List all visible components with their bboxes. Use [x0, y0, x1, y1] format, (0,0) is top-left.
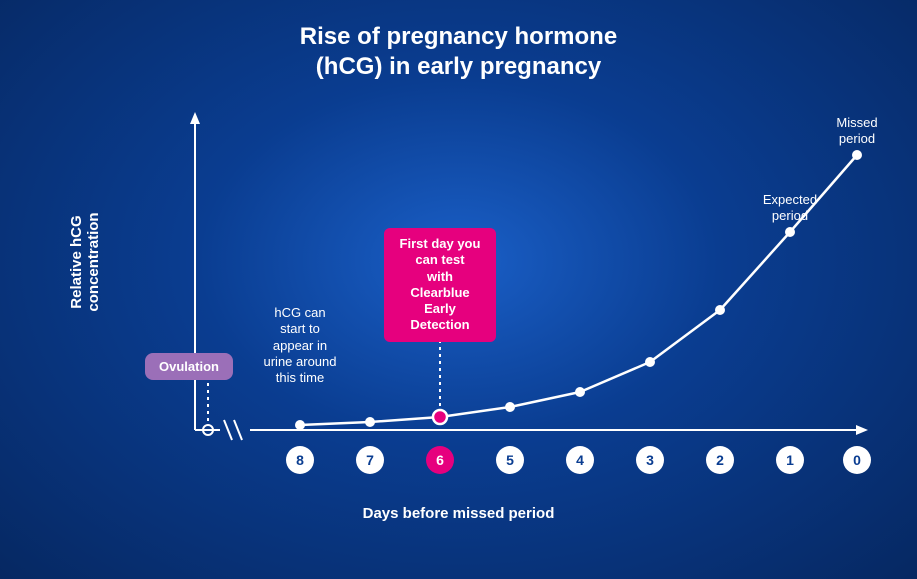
x-tick: 4	[566, 446, 594, 474]
hcg-callout: hCG can start to appear in urine around …	[255, 305, 345, 386]
x-tick: 0	[843, 446, 871, 474]
expected-period-label: Expected period	[750, 192, 830, 225]
ovulation-badge: Ovulation	[145, 353, 233, 380]
x-tick: 5	[496, 446, 524, 474]
x-axis-label: Days before missed period	[0, 505, 917, 522]
x-tick: 7	[356, 446, 384, 474]
missed-period-label: Missed period	[817, 115, 897, 148]
x-tick: 8	[286, 446, 314, 474]
x-tick: 2	[706, 446, 734, 474]
x-tick: 6	[426, 446, 454, 474]
x-tick: 1	[776, 446, 804, 474]
x-tick: 3	[636, 446, 664, 474]
pink-callout: First day you can test with Clearblue Ea…	[384, 228, 496, 342]
